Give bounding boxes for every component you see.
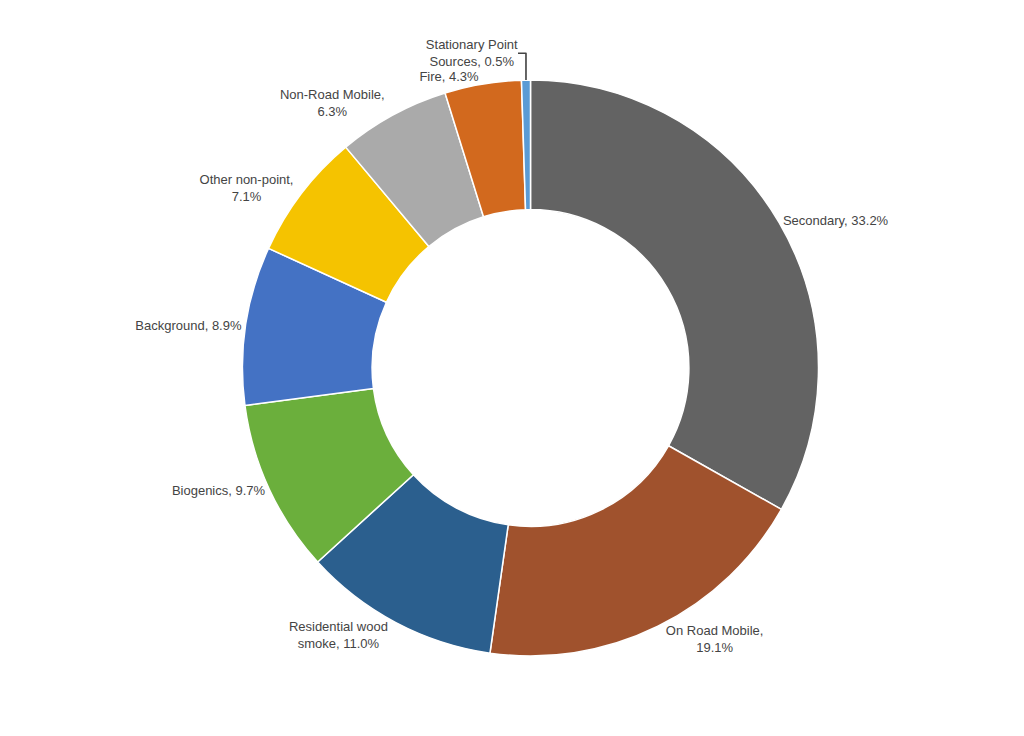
svg-text:Residential woodsmoke, 11.0%: Residential woodsmoke, 11.0%	[289, 619, 388, 651]
svg-text:Fire, 4.3%: Fire, 4.3%	[419, 69, 479, 84]
svg-text:On Road Mobile,19.1%: On Road Mobile,19.1%	[666, 623, 764, 655]
svg-text:Background, 8.9%: Background, 8.9%	[135, 318, 242, 333]
svg-text:Other non-point,7.1%: Other non-point,7.1%	[200, 172, 294, 204]
svg-text:Stationary PointSources, 0.5%: Stationary PointSources, 0.5%	[426, 37, 518, 69]
svg-text:Non-Road Mobile,6.3%: Non-Road Mobile,6.3%	[280, 87, 385, 119]
svg-text:Secondary, 33.2%: Secondary, 33.2%	[783, 213, 889, 228]
svg-text:Biogenics, 9.7%: Biogenics, 9.7%	[172, 483, 266, 498]
